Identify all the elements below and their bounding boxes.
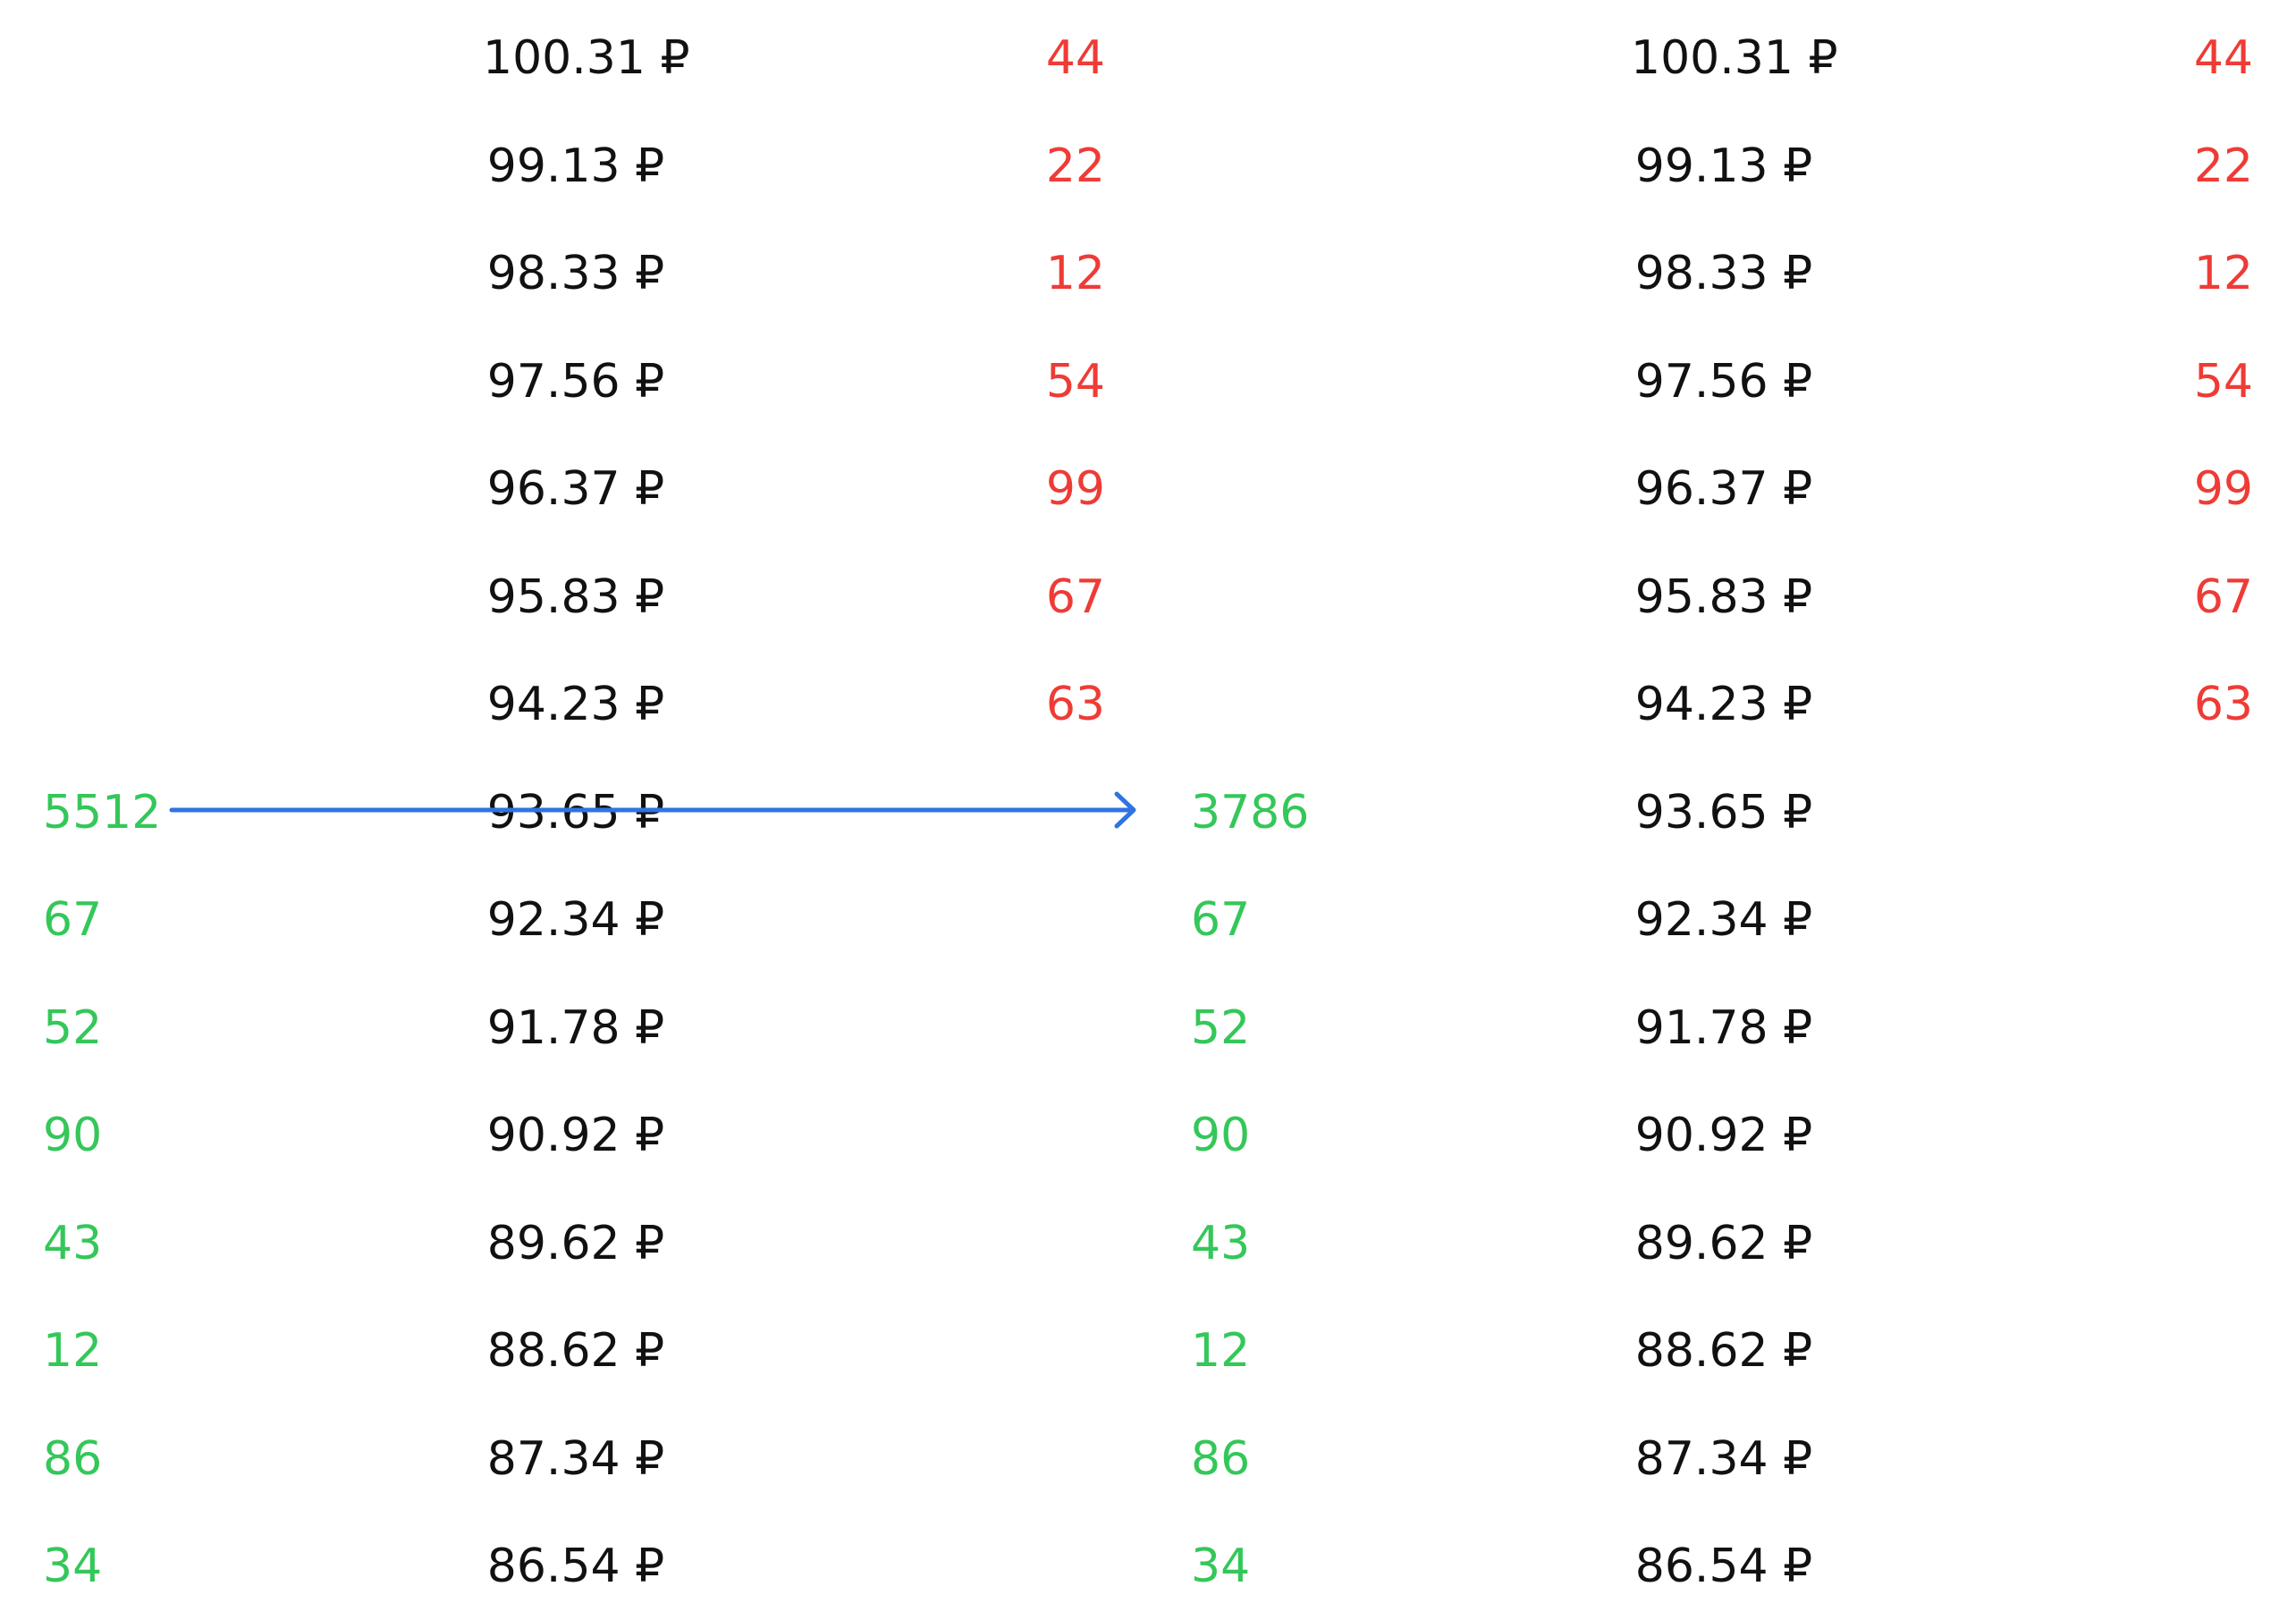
order-book-row: 3786 93.65 ₽ (1148, 759, 2296, 866)
price-level: 87.34 ₽ (1634, 1431, 1813, 1486)
ask-volume: 67 (2193, 570, 2253, 624)
ask-volume: 12 (1045, 247, 1105, 300)
price-level: 91.78 ₽ (486, 1000, 665, 1055)
order-book-row: 52 91.78 ₽ (1148, 975, 2296, 1082)
bid-volume: 90 (1191, 1109, 1251, 1162)
bid-volume: 90 (43, 1109, 103, 1162)
price-level: 93.65 ₽ (1634, 785, 1813, 840)
order-book-row: 43 89.62 ₽ (0, 1190, 1148, 1297)
ask-volume: 54 (2193, 354, 2253, 409)
order-book-row: 95.83 ₽ 67 (0, 544, 1148, 651)
ask-volume: 67 (1045, 570, 1105, 624)
bid-volume: 52 (43, 1000, 103, 1055)
price-level: 88.62 ₽ (486, 1324, 665, 1378)
price-level: 97.56 ₽ (486, 354, 665, 409)
bid-volume: 12 (43, 1324, 103, 1378)
price-level: 89.62 ₽ (486, 1216, 665, 1270)
order-book-row: 95.83 ₽ 67 (1148, 544, 2296, 651)
bid-volume: 3786 (1191, 785, 1310, 840)
order-book-row: 5512 93.65 ₽ (0, 759, 1148, 866)
price-level: 96.37 ₽ (1634, 462, 1813, 516)
bid-volume: 5512 (43, 785, 162, 840)
price-level: 89.62 ₽ (1634, 1216, 1813, 1270)
price-level: 88.62 ₽ (1634, 1324, 1813, 1378)
order-book-row: 90 90.92 ₽ (1148, 1082, 2296, 1189)
bid-volume: 34 (43, 1540, 103, 1593)
price-level: 91.78 ₽ (1634, 1000, 1813, 1055)
order-book-row: 98.33 ₽ 12 (0, 220, 1148, 327)
order-book-row: 86 87.34 ₽ (1148, 1405, 2296, 1513)
bid-volume: 67 (1191, 893, 1251, 947)
ask-volume: 22 (2193, 139, 2253, 193)
price-level: 97.56 ₽ (1634, 354, 1813, 409)
order-book-row: 94.23 ₽ 63 (0, 651, 1148, 758)
ask-volume: 12 (2193, 247, 2253, 300)
price-level: 100.31 ₽ (483, 31, 690, 85)
bid-volume: 52 (1191, 1000, 1251, 1055)
bid-volume: 86 (43, 1431, 103, 1486)
ask-volume: 99 (1045, 462, 1105, 516)
ask-volume: 63 (1045, 678, 1105, 731)
bid-volume: 43 (1191, 1216, 1251, 1270)
price-level: 99.13 ₽ (1634, 139, 1813, 193)
price-level: 86.54 ₽ (486, 1540, 665, 1593)
ask-volume: 22 (1045, 139, 1105, 193)
bid-volume: 86 (1191, 1431, 1251, 1486)
order-book-row: 52 91.78 ₽ (0, 975, 1148, 1082)
bid-volume: 12 (1191, 1324, 1251, 1378)
order-book-row: 67 92.34 ₽ (0, 866, 1148, 974)
order-book-row: 97.56 ₽ 54 (1148, 328, 2296, 435)
order-book-row: 86 87.34 ₽ (0, 1405, 1148, 1513)
price-level: 94.23 ₽ (1634, 678, 1813, 731)
price-level: 95.83 ₽ (1634, 570, 1813, 624)
ask-volume: 99 (2193, 462, 2253, 516)
order-book-row: 97.56 ₽ 54 (0, 328, 1148, 435)
left-order-book: 100.31 ₽ 44 99.13 ₽ 22 98.33 ₽ 12 97.56 ₽ 54 96.… (0, 0, 1148, 1614)
ask-volume: 44 (1045, 31, 1105, 85)
order-book-row: 34 86.54 ₽ (1148, 1513, 2296, 1620)
price-level: 94.23 ₽ (486, 678, 665, 731)
order-book-row: 99.13 ₽ 22 (0, 113, 1148, 220)
price-level: 98.33 ₽ (486, 247, 665, 300)
ask-volume: 44 (2193, 31, 2253, 85)
order-book-row: 94.23 ₽ 63 (1148, 651, 2296, 758)
price-level: 92.34 ₽ (486, 893, 665, 947)
bid-volume: 67 (43, 893, 103, 947)
order-book-row: 90 90.92 ₽ (0, 1082, 1148, 1189)
price-level: 95.83 ₽ (486, 570, 665, 624)
price-level: 93.65 ₽ (486, 785, 665, 840)
order-book-row: 34 86.54 ₽ (0, 1513, 1148, 1620)
price-level: 87.34 ₽ (486, 1431, 665, 1486)
order-book-row: 100.31 ₽ 44 (0, 4, 1148, 112)
order-book-row: 100.31 ₽ 44 (1148, 4, 2296, 112)
price-level: 90.92 ₽ (1634, 1109, 1813, 1162)
price-level: 90.92 ₽ (486, 1109, 665, 1162)
bid-volume: 43 (43, 1216, 103, 1270)
order-book-row: 43 89.62 ₽ (1148, 1190, 2296, 1297)
order-book-row: 99.13 ₽ 22 (1148, 113, 2296, 220)
order-book-row: 67 92.34 ₽ (1148, 866, 2296, 974)
order-book-row: 12 88.62 ₽ (1148, 1297, 2296, 1405)
order-book-row: 96.37 ₽ 99 (0, 435, 1148, 543)
right-order-book: 100.31 ₽ 44 99.13 ₽ 22 98.33 ₽ 12 97.56 ₽ 54 96.… (1148, 0, 2296, 1614)
price-level: 98.33 ₽ (1634, 247, 1813, 300)
bid-volume: 34 (1191, 1540, 1251, 1593)
order-book-row: 96.37 ₽ 99 (1148, 435, 2296, 543)
order-book-row: 12 88.62 ₽ (0, 1297, 1148, 1405)
price-level: 99.13 ₽ (486, 139, 665, 193)
price-level: 86.54 ₽ (1634, 1540, 1813, 1593)
ask-volume: 63 (2193, 678, 2253, 731)
ask-volume: 54 (1045, 354, 1105, 409)
price-level: 100.31 ₽ (1631, 31, 1838, 85)
price-level: 96.37 ₽ (486, 462, 665, 516)
price-level: 92.34 ₽ (1634, 893, 1813, 947)
order-book-row: 98.33 ₽ 12 (1148, 220, 2296, 327)
